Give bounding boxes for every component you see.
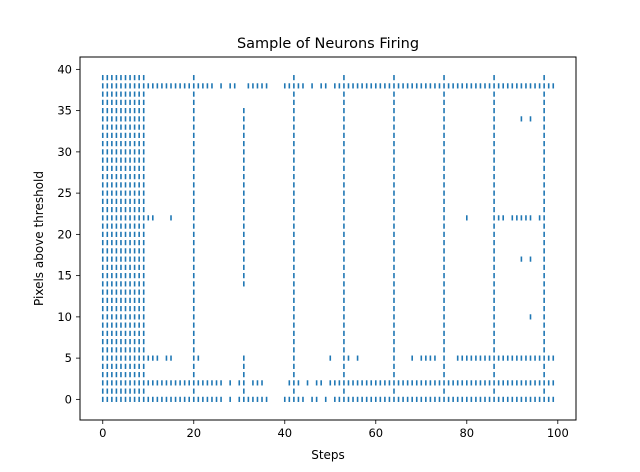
y-tick-label: 10 (57, 310, 72, 324)
x-tick-label: 60 (368, 426, 383, 440)
x-tick-label: 40 (277, 426, 292, 440)
y-tick-label: 35 (57, 104, 72, 118)
y-axis-label: Pixels above threshold (32, 171, 46, 306)
x-axis: 0 20 40 60 80 100 (99, 420, 569, 440)
chart-title: Sample of Neurons Firing (237, 36, 419, 52)
spike-marks (101, 75, 555, 402)
y-tick-label: 20 (57, 227, 72, 241)
x-tick-label: 80 (459, 426, 474, 440)
y-tick-label: 5 (65, 351, 72, 365)
x-tick-label: 0 (99, 426, 106, 440)
x-tick-label: 100 (547, 426, 569, 440)
y-tick-label: 15 (57, 269, 72, 283)
x-axis-label: Steps (311, 448, 345, 462)
y-tick-label: 0 (65, 392, 72, 406)
x-tick-label: 20 (186, 426, 201, 440)
y-tick-label: 25 (57, 186, 72, 200)
y-axis: 0 5 10 15 20 25 30 35 40 (57, 62, 80, 406)
y-tick-label: 40 (57, 62, 72, 76)
y-tick-label: 30 (57, 145, 72, 159)
plot-frame (79, 56, 577, 421)
